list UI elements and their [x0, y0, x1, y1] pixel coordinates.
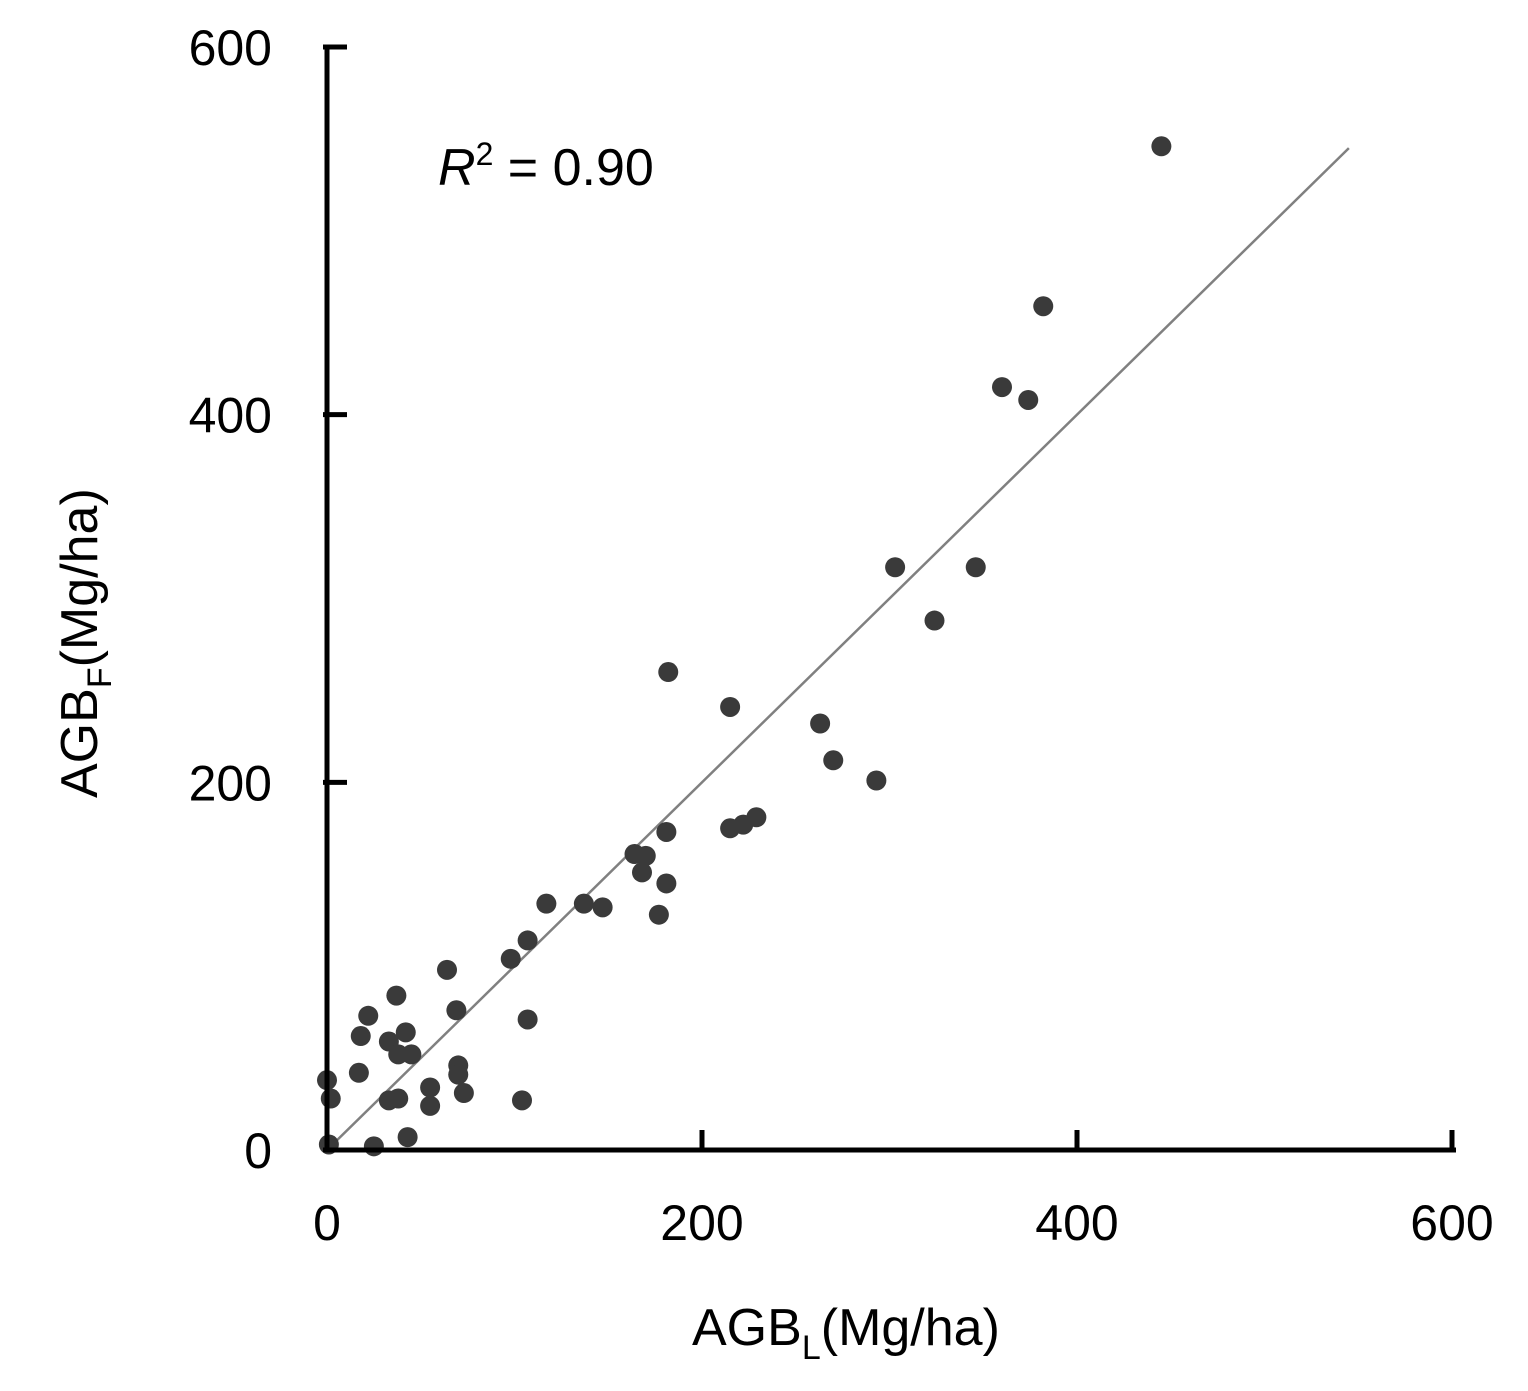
x-axis-title: AGBL(Mg/ha): [692, 1299, 1000, 1367]
data-point: [500, 948, 521, 969]
data-point: [517, 930, 538, 951]
y-tick-label: 200: [189, 755, 272, 811]
data-point: [453, 1083, 474, 1104]
data-point: [885, 557, 906, 578]
data-point: [658, 662, 679, 683]
data-point: [823, 750, 844, 771]
data-point: [397, 1127, 418, 1148]
data-point: [810, 713, 831, 734]
data-point: [512, 1090, 532, 1111]
fit-line: [326, 147, 1350, 1151]
data-point: [388, 1088, 409, 1109]
points-layer: [317, 136, 1172, 1157]
data-point: [401, 1044, 422, 1065]
x-tick-label: 0: [313, 1195, 341, 1251]
x-tick-label: 400: [1035, 1195, 1118, 1251]
data-point: [320, 1088, 341, 1109]
data-point: [632, 862, 652, 883]
data-point: [358, 1005, 379, 1026]
data-point: [536, 893, 557, 914]
data-point: [348, 1062, 369, 1083]
r2-value: = 0.90: [493, 139, 653, 197]
data-point: [656, 821, 677, 842]
y-axis-title-main: AGB: [51, 688, 109, 798]
x-tick-label: 200: [660, 1195, 743, 1251]
data-point: [866, 770, 887, 791]
data-point: [420, 1077, 441, 1098]
data-point: [448, 1064, 469, 1085]
data-point: [746, 807, 767, 828]
r-squared-annotation: R2 = 0.90: [438, 136, 654, 197]
data-point: [573, 893, 594, 914]
data-point: [924, 610, 945, 631]
y-tick-label: 600: [189, 20, 272, 76]
x-axis-title-main: AGB: [692, 1299, 802, 1357]
data-point: [1151, 136, 1172, 157]
x-axis-title-sub: L: [802, 1329, 821, 1367]
r2-exponent: 2: [476, 136, 494, 172]
data-point: [517, 1009, 538, 1030]
y-axis-title-sub: F: [81, 667, 119, 688]
data-point: [395, 1022, 416, 1043]
data-point: [420, 1095, 441, 1116]
r2-variable: R: [438, 139, 476, 197]
data-point: [720, 696, 741, 717]
data-point: [1018, 389, 1039, 410]
axes: 0 200 400 600 0 200 400 600: [189, 20, 1494, 1251]
data-point: [992, 377, 1012, 398]
data-point: [965, 557, 986, 578]
data-point: [437, 959, 457, 980]
data-point: [363, 1136, 384, 1157]
data-point: [350, 1026, 371, 1047]
y-ticks: 0 200 400 600: [189, 20, 347, 1179]
x-ticks: 0 200 400 600: [313, 1130, 1494, 1251]
x-axis-title-unit: (Mg/ha): [821, 1299, 1000, 1357]
fit-line-layer: [326, 147, 1350, 1151]
data-point: [656, 873, 677, 894]
y-axis-title-unit: (Mg/ha): [51, 488, 109, 667]
data-point: [1033, 296, 1054, 317]
data-point: [592, 897, 613, 918]
y-axis-title: AGBF(Mg/ha): [51, 488, 119, 798]
data-point: [446, 1000, 467, 1021]
data-point: [648, 904, 669, 925]
data-point: [386, 985, 407, 1006]
x-tick-label: 600: [1410, 1195, 1493, 1251]
y-tick-label: 400: [189, 388, 272, 444]
y-tick-label: 0: [244, 1123, 272, 1179]
data-point: [635, 845, 656, 866]
